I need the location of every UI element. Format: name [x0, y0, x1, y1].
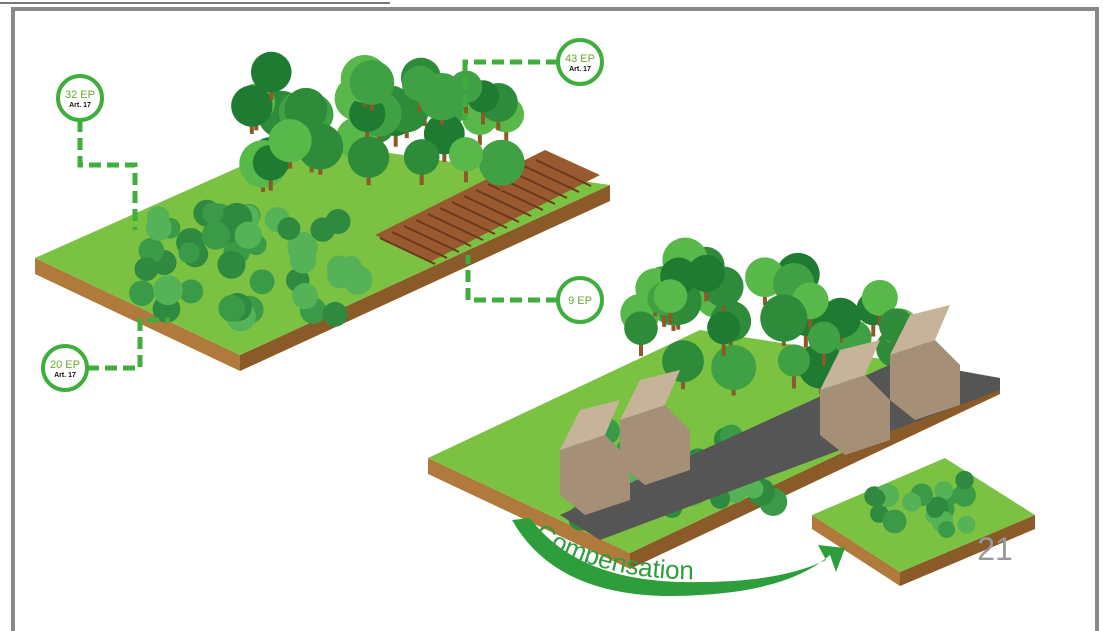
furrow [463, 195, 520, 223]
house-roof [560, 400, 620, 450]
callout-label: 32 EP [65, 89, 95, 101]
tree [938, 521, 956, 539]
furrow [475, 189, 532, 217]
tree [624, 311, 658, 345]
tree [952, 483, 976, 507]
house-wall [620, 405, 690, 485]
house-roof [620, 370, 680, 420]
tile-top [812, 458, 1035, 572]
callout-label: 9 EP [568, 295, 592, 307]
furrow [403, 225, 460, 253]
tree [760, 294, 808, 342]
tree [325, 209, 351, 235]
house-wall [560, 435, 630, 515]
tree [349, 95, 386, 133]
tree [218, 294, 246, 322]
tree [201, 221, 231, 250]
tree [807, 321, 841, 354]
furrow [379, 237, 436, 265]
tree [934, 481, 954, 500]
callout-badge [556, 38, 604, 86]
field [375, 150, 600, 262]
tree [202, 202, 224, 224]
tree [955, 470, 974, 490]
tree [138, 237, 165, 264]
callout-badge [41, 344, 89, 392]
tree [327, 263, 353, 289]
furrow [391, 231, 448, 259]
tree [777, 344, 811, 377]
furrow [487, 183, 544, 211]
tree [134, 257, 159, 281]
tree [711, 344, 757, 391]
tree [178, 242, 200, 264]
tree [268, 119, 312, 163]
callout-label: 20 EP [50, 359, 80, 371]
tree [289, 246, 317, 274]
tile-side [812, 515, 900, 586]
tree [448, 137, 484, 172]
frame [11, 7, 1099, 631]
connector [462, 59, 558, 120]
callout-note: Art. 17 [69, 102, 91, 109]
tree [234, 221, 262, 249]
callout-label: 43 EP [565, 53, 595, 65]
compensation-arrow [512, 518, 845, 597]
furrow [427, 213, 484, 241]
tree [902, 492, 922, 512]
tree [250, 51, 292, 93]
callout-badge [556, 276, 604, 324]
furrow [415, 219, 472, 247]
house-roof [890, 305, 950, 355]
tree [653, 279, 688, 313]
tree [882, 509, 907, 534]
furrow [511, 171, 568, 199]
tile-side [35, 258, 240, 371]
house-wall [820, 375, 890, 455]
tree [322, 301, 348, 327]
tree [687, 254, 725, 293]
tree [277, 217, 301, 240]
tree [478, 139, 525, 186]
house-wall [890, 340, 960, 420]
tree [403, 139, 440, 175]
furrow [451, 201, 508, 229]
tree [349, 60, 395, 105]
furrow [523, 165, 580, 193]
tree [231, 85, 273, 127]
tree [179, 279, 204, 304]
tree [662, 340, 704, 383]
tree [347, 136, 390, 178]
tree [927, 501, 944, 518]
tree [249, 269, 275, 295]
callout-note: Art. 17 [569, 66, 591, 73]
tree [292, 283, 319, 310]
furrow [439, 207, 496, 235]
house-roof [820, 340, 880, 390]
tree [867, 489, 886, 508]
tree [129, 280, 155, 306]
tree [957, 515, 976, 534]
tree [217, 250, 246, 279]
page-number: 21 [977, 531, 1013, 567]
tile-side [630, 378, 1000, 569]
callout-badge [56, 74, 104, 122]
scene [35, 51, 1035, 586]
connector [87, 317, 170, 371]
connector [465, 255, 558, 303]
tree [153, 275, 183, 305]
tree [145, 215, 172, 241]
tile-side [900, 515, 1035, 586]
tree [861, 279, 898, 316]
furrow [535, 159, 592, 187]
callout-note: Art. 17 [54, 372, 76, 379]
tree [707, 311, 741, 345]
tile-side [428, 458, 630, 569]
connector [77, 120, 138, 230]
